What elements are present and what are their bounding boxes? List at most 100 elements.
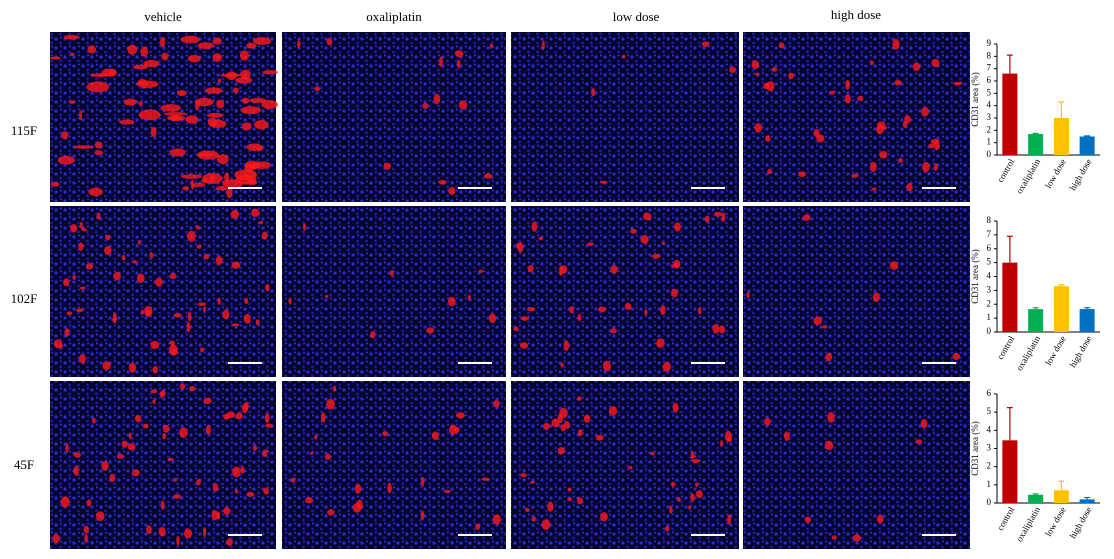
stain bbox=[669, 505, 673, 514]
stain bbox=[162, 433, 167, 440]
stain bbox=[382, 430, 389, 437]
stain bbox=[57, 155, 75, 165]
stain bbox=[531, 516, 537, 522]
stain bbox=[180, 35, 200, 44]
y-tick-label: 2 bbox=[987, 461, 992, 471]
stain bbox=[163, 112, 187, 116]
stain bbox=[844, 94, 851, 104]
y-tick-label: 3 bbox=[987, 443, 992, 453]
stain bbox=[222, 179, 244, 188]
stain bbox=[160, 391, 164, 399]
stain bbox=[265, 423, 274, 428]
stain bbox=[212, 482, 219, 493]
stain bbox=[527, 265, 534, 273]
stain bbox=[143, 59, 160, 68]
micrographs bbox=[49, 32, 970, 549]
stain bbox=[352, 502, 362, 513]
stain bbox=[695, 490, 703, 499]
stain bbox=[439, 56, 443, 68]
stain bbox=[670, 481, 676, 487]
stain bbox=[75, 308, 84, 313]
micrograph bbox=[282, 32, 506, 202]
stain bbox=[258, 221, 264, 225]
stain bbox=[244, 297, 249, 305]
stain bbox=[179, 383, 186, 390]
stain bbox=[354, 484, 362, 494]
bar bbox=[1028, 494, 1044, 503]
stain bbox=[930, 138, 940, 145]
x-tick-label: low dose bbox=[1043, 157, 1068, 190]
bar bbox=[1053, 286, 1069, 332]
stain bbox=[493, 400, 500, 408]
stain bbox=[189, 386, 196, 392]
x-tick-label: control bbox=[995, 157, 1017, 185]
stain bbox=[778, 42, 785, 49]
stain bbox=[49, 56, 61, 60]
stain bbox=[326, 38, 333, 46]
stain bbox=[694, 482, 699, 488]
column-label: vehicle bbox=[144, 9, 182, 24]
stain bbox=[314, 434, 318, 440]
stain bbox=[881, 126, 888, 130]
stain bbox=[216, 99, 225, 109]
stain bbox=[610, 265, 618, 274]
stain bbox=[216, 511, 221, 521]
stain bbox=[291, 477, 296, 483]
y-tick-label: 3 bbox=[987, 284, 992, 294]
stain bbox=[827, 411, 835, 423]
stain bbox=[203, 253, 210, 260]
stain bbox=[765, 135, 771, 142]
stain bbox=[261, 231, 268, 240]
stain bbox=[567, 497, 573, 502]
stain bbox=[517, 241, 524, 253]
stain bbox=[771, 67, 778, 72]
stain bbox=[383, 162, 391, 170]
stain bbox=[754, 122, 763, 133]
stain bbox=[73, 465, 79, 477]
stain bbox=[150, 126, 157, 138]
stain bbox=[246, 42, 257, 49]
stain bbox=[456, 412, 465, 419]
stain bbox=[102, 361, 111, 371]
stain bbox=[262, 452, 268, 457]
stain bbox=[314, 86, 321, 92]
x-tick-label: control bbox=[995, 505, 1017, 533]
stain bbox=[559, 407, 568, 419]
stain bbox=[569, 306, 575, 314]
stain bbox=[52, 534, 61, 543]
stain bbox=[915, 439, 923, 444]
stain bbox=[206, 112, 224, 118]
stain bbox=[149, 252, 154, 259]
stain bbox=[889, 261, 899, 270]
stain bbox=[813, 316, 823, 326]
stain bbox=[520, 316, 530, 321]
stain bbox=[182, 186, 190, 191]
stain bbox=[602, 360, 611, 372]
stain bbox=[128, 432, 132, 440]
stain bbox=[194, 97, 214, 107]
stain bbox=[220, 73, 242, 78]
y-tick-label: 6 bbox=[987, 75, 992, 85]
stain bbox=[112, 312, 117, 324]
stain bbox=[150, 340, 160, 350]
stain bbox=[519, 342, 529, 349]
stain bbox=[931, 58, 940, 68]
stain bbox=[664, 525, 670, 532]
stain bbox=[231, 323, 240, 327]
stain bbox=[140, 309, 145, 315]
stain bbox=[869, 60, 875, 65]
stain bbox=[79, 110, 83, 121]
y-tick-label: 6 bbox=[987, 388, 992, 398]
micrograph bbox=[511, 206, 739, 377]
stain bbox=[187, 54, 201, 63]
stain bbox=[712, 324, 720, 334]
stain bbox=[230, 209, 240, 219]
stain bbox=[438, 179, 447, 185]
stain bbox=[79, 286, 86, 290]
stain bbox=[91, 417, 96, 424]
stain bbox=[262, 449, 269, 453]
stain bbox=[892, 38, 900, 50]
stain bbox=[531, 221, 538, 232]
column-label: high dose bbox=[831, 7, 881, 22]
